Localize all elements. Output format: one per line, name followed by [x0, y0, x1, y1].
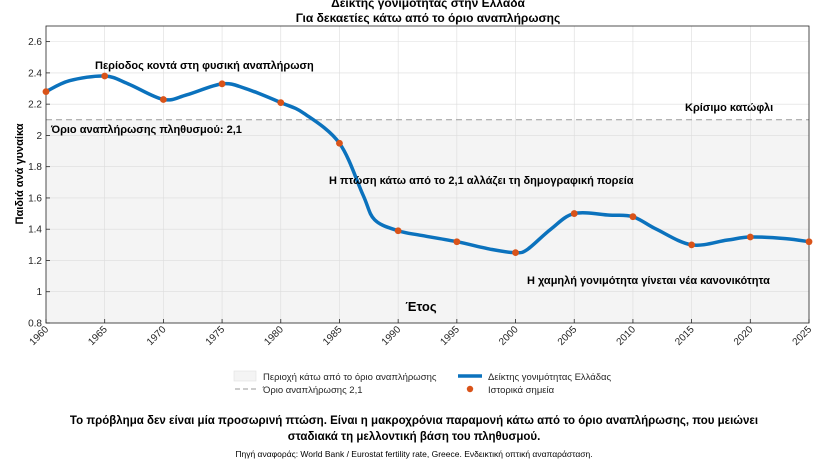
historical-point-1995: [453, 238, 461, 246]
x-axis-label: Έτος: [405, 299, 436, 314]
annotation-decline: Η πτώση κάτω από το 2,1 αλλάζει τη δημογ…: [329, 175, 634, 187]
y-axis-ticks: 0.8 1 1.2 1.4 1.6 1.8 2 2.2 2.4 2.6: [28, 37, 50, 330]
annotation-new-normal: Η χαμηλή γονιμότητα γίνεται νέα κανονικό…: [527, 275, 770, 287]
x-tick-label-2025: 2025: [791, 324, 815, 348]
x-tick-label-1965: 1965: [86, 324, 110, 348]
fertility-chart: Δείκτης γονιμότητας στην Ελλάδα Για δεκα…: [14, 0, 815, 396]
y-tick-label-2.4: 2.4: [28, 68, 42, 79]
conclusion-text: Το πρόβλημα δεν είναι μία προσωρινή πτώσ…: [0, 413, 828, 445]
historical-points: [42, 72, 813, 257]
annotation-natural-replacement: Περίοδος κοντά στη φυσική αναπλήρωση: [95, 60, 314, 72]
historical-point-2020: [746, 233, 754, 241]
x-tick-label-1985: 1985: [321, 324, 345, 348]
y-tick-label-1.2: 1.2: [28, 256, 42, 267]
historical-point-1960: [42, 88, 50, 96]
historical-point-2015: [688, 241, 696, 249]
x-tick-label-1995: 1995: [438, 324, 462, 348]
y-tick-label-1.8: 1.8: [28, 162, 42, 173]
legend-label-historical-points: Ιστορικά σημεία: [488, 385, 555, 396]
greece-fertility-line: [44, 74, 811, 255]
below-threshold-region: [46, 119, 809, 323]
legend-swatch-historical-points: [466, 385, 474, 393]
x-tick-label-1970: 1970: [145, 324, 169, 348]
x-tick-label-2010: 2010: [615, 324, 639, 348]
historical-point-1980: [277, 99, 285, 106]
y-axis-label: Παιδιά ανά γυναίκα: [14, 123, 26, 224]
y-tick-label-0.8: 0.8: [28, 319, 42, 330]
y-tick-label-2.6: 2.6: [28, 37, 42, 48]
plot-frame: [45, 25, 810, 324]
source-note: Πηγή αναφοράς: World Bank / Eurostat fer…: [235, 449, 593, 459]
historical-point-1965: [101, 72, 109, 80]
historical-point-2000: [512, 249, 519, 257]
legend-label-fertility-line: Δείκτης γονιμότητας Ελλάδας: [488, 372, 612, 383]
annotation-critical-threshold: Κρίσιμο κατώφλι: [685, 102, 773, 114]
x-tick-label-2015: 2015: [673, 324, 697, 348]
historical-point-1975: [218, 80, 226, 88]
chart-subtitle: Για δεκαετίες κάτω από το όριο αναπλήρωσ…: [296, 11, 561, 25]
x-tick-label-2000: 2000: [497, 324, 521, 348]
conclusion-line-2: σταδιακά τη μελλοντική βάση του πληθυσμο…: [287, 431, 541, 443]
legend-swatch-shaded-region: [233, 370, 257, 382]
historical-point-1970: [159, 96, 167, 103]
x-tick-label-1980: 1980: [262, 324, 286, 348]
historical-point-1990: [394, 227, 402, 235]
y-tick-label-2.2: 2.2: [28, 100, 42, 111]
legend: Περιοχή κάτω από το όριο αναπλήρωσης Δεί…: [233, 370, 612, 396]
historical-point-1985: [336, 139, 343, 147]
y-tick-label-1.4: 1.4: [28, 225, 42, 236]
historical-point-2010: [629, 213, 637, 221]
annotation-replacement-level: Όριο αναπλήρωσης πληθυσμού: 2,1: [50, 124, 242, 136]
y-tick-label-1: 1: [36, 287, 42, 298]
legend-label-shaded-region: Περιοχή κάτω από το όριο αναπλήρωσης: [263, 372, 437, 383]
y-tick-label-2: 2: [36, 131, 42, 142]
conclusion-line-1: Το πρόβλημα δεν είναι μία προσωρινή πτώσ…: [69, 415, 759, 427]
x-tick-label-2020: 2020: [732, 324, 756, 348]
historical-point-2025: [805, 238, 813, 246]
x-tick-label-2005: 2005: [556, 324, 580, 348]
x-tick-label-1990: 1990: [380, 324, 404, 348]
x-tick-label-1975: 1975: [204, 324, 228, 348]
historical-point-2005: [570, 210, 578, 217]
annotations: Περίοδος κοντά στη φυσική αναπλήρωση Κρί…: [50, 60, 773, 287]
chart-titles: Δείκτης γονιμότητας στην Ελλάδα Για δεκα…: [296, 0, 561, 25]
chart-title: Δείκτης γονιμότητας στην Ελλάδα: [331, 0, 525, 10]
y-tick-label-1.6: 1.6: [28, 193, 42, 204]
legend-label-threshold-line: Όριο αναπλήρωσης 2,1: [262, 385, 363, 396]
